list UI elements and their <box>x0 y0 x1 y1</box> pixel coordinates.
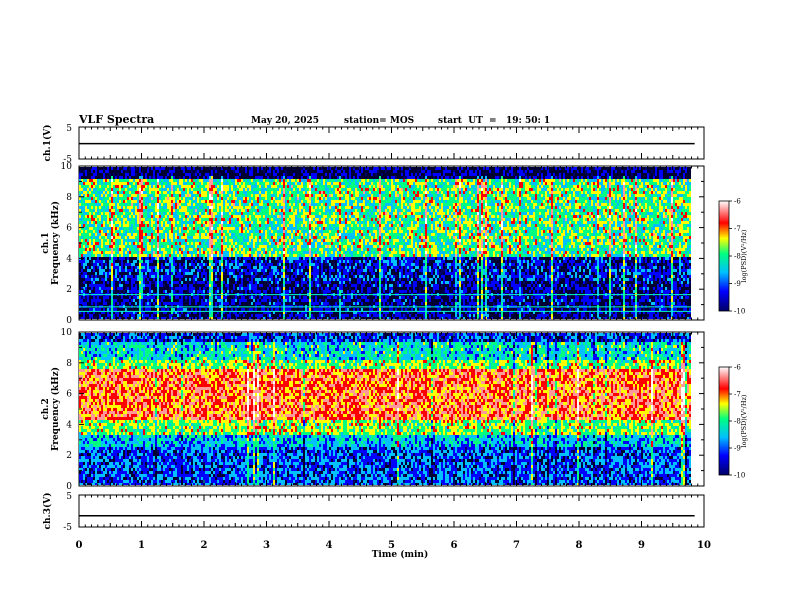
colorbar-tick-label: -10 <box>734 472 745 480</box>
x-tick-label: 0 <box>76 540 83 551</box>
spectrogram-ytick: 8 <box>66 193 72 203</box>
spectrogram-ytick: 6 <box>66 224 72 234</box>
colorbar-tick-label: -6 <box>734 198 741 206</box>
colorbar-ch2-label: log(PSD)(V²/Hz) <box>740 394 748 447</box>
colorbar-ch1-label: log(PSD)(V²/Hz) <box>740 229 748 282</box>
ch3-waveform-ytick: 5 <box>66 492 72 502</box>
colorbar-tick-label: -7 <box>734 391 741 399</box>
spectrogram-ytick: 0 <box>66 316 72 326</box>
colorbar-ch1: -6 -7 -8 -9 -10 log(PSD)(V²/Hz) <box>718 198 748 316</box>
colorbar-ch2: -6 -7 -8 -9 -10 log(PSD)(V²/Hz) <box>718 364 748 480</box>
x-tick-label: 2 <box>201 540 208 551</box>
ch3-waveform-ytick: -5 <box>63 523 72 533</box>
ch1-spectrogram <box>79 167 691 319</box>
spectrogram-ytick: 2 <box>66 451 72 461</box>
ch1-spectrogram-ylabel: Frequency (kHz) <box>50 201 61 285</box>
ch2-spectrogram <box>79 333 691 485</box>
spectrogram-ytick: 2 <box>66 285 72 295</box>
x-tick-label: 6 <box>451 540 458 551</box>
spectrogram-ytick: 6 <box>66 390 72 400</box>
x-tick-label: 7 <box>513 540 520 551</box>
ch1-waveform-ytick: 5 <box>66 124 72 134</box>
ch2-spectrogram-ylabel: Frequency (kHz) <box>50 367 61 451</box>
ch3-waveform-ylabel: ch.3(V) <box>42 493 53 530</box>
ch1-waveform-ylabel: ch.1(V) <box>42 125 53 162</box>
colorbar-tick-label: -8 <box>734 253 741 261</box>
x-tick-label: 5 <box>388 540 395 551</box>
x-tick-label: 1 <box>138 540 145 551</box>
spectrogram-ytick: 8 <box>66 359 72 369</box>
spectrogram-ytick: 4 <box>66 420 72 430</box>
date-label: May 20, 2025 <box>251 116 319 126</box>
colorbar-tick-label: -9 <box>734 445 741 453</box>
x-tick-label: 3 <box>263 540 270 551</box>
x-tick-label: 10 <box>697 540 711 551</box>
ch1-waveform-ytick: -5 <box>63 155 72 165</box>
x-tick-label: 8 <box>576 540 583 551</box>
ch2-spectrogram-channel-label: ch.2 <box>41 398 51 419</box>
colorbar-tick-label: -7 <box>734 225 741 233</box>
colorbar-tick-label: -8 <box>734 418 741 426</box>
x-axis-label: Time (min) <box>372 549 429 560</box>
station-label: station= MOS <box>344 116 414 126</box>
ch1-spectrogram-channel-label: ch.1 <box>41 232 51 253</box>
colorbar-tick-label: -6 <box>734 364 741 372</box>
colorbar-tick-label: -10 <box>734 308 745 316</box>
start-time-label: start UT = 19: 50: 1 <box>438 116 550 126</box>
colorbar-tick-label: -9 <box>734 280 741 288</box>
spectrogram-ytick: 4 <box>66 254 72 264</box>
spectrogram-ytick: 10 <box>61 162 73 172</box>
spectrogram-ytick: 0 <box>66 482 72 492</box>
chart-title: VLF Spectra <box>79 113 154 126</box>
x-tick-label: 4 <box>326 540 333 551</box>
x-tick-label: 9 <box>638 540 645 551</box>
spectrogram-ytick: 10 <box>61 328 73 338</box>
